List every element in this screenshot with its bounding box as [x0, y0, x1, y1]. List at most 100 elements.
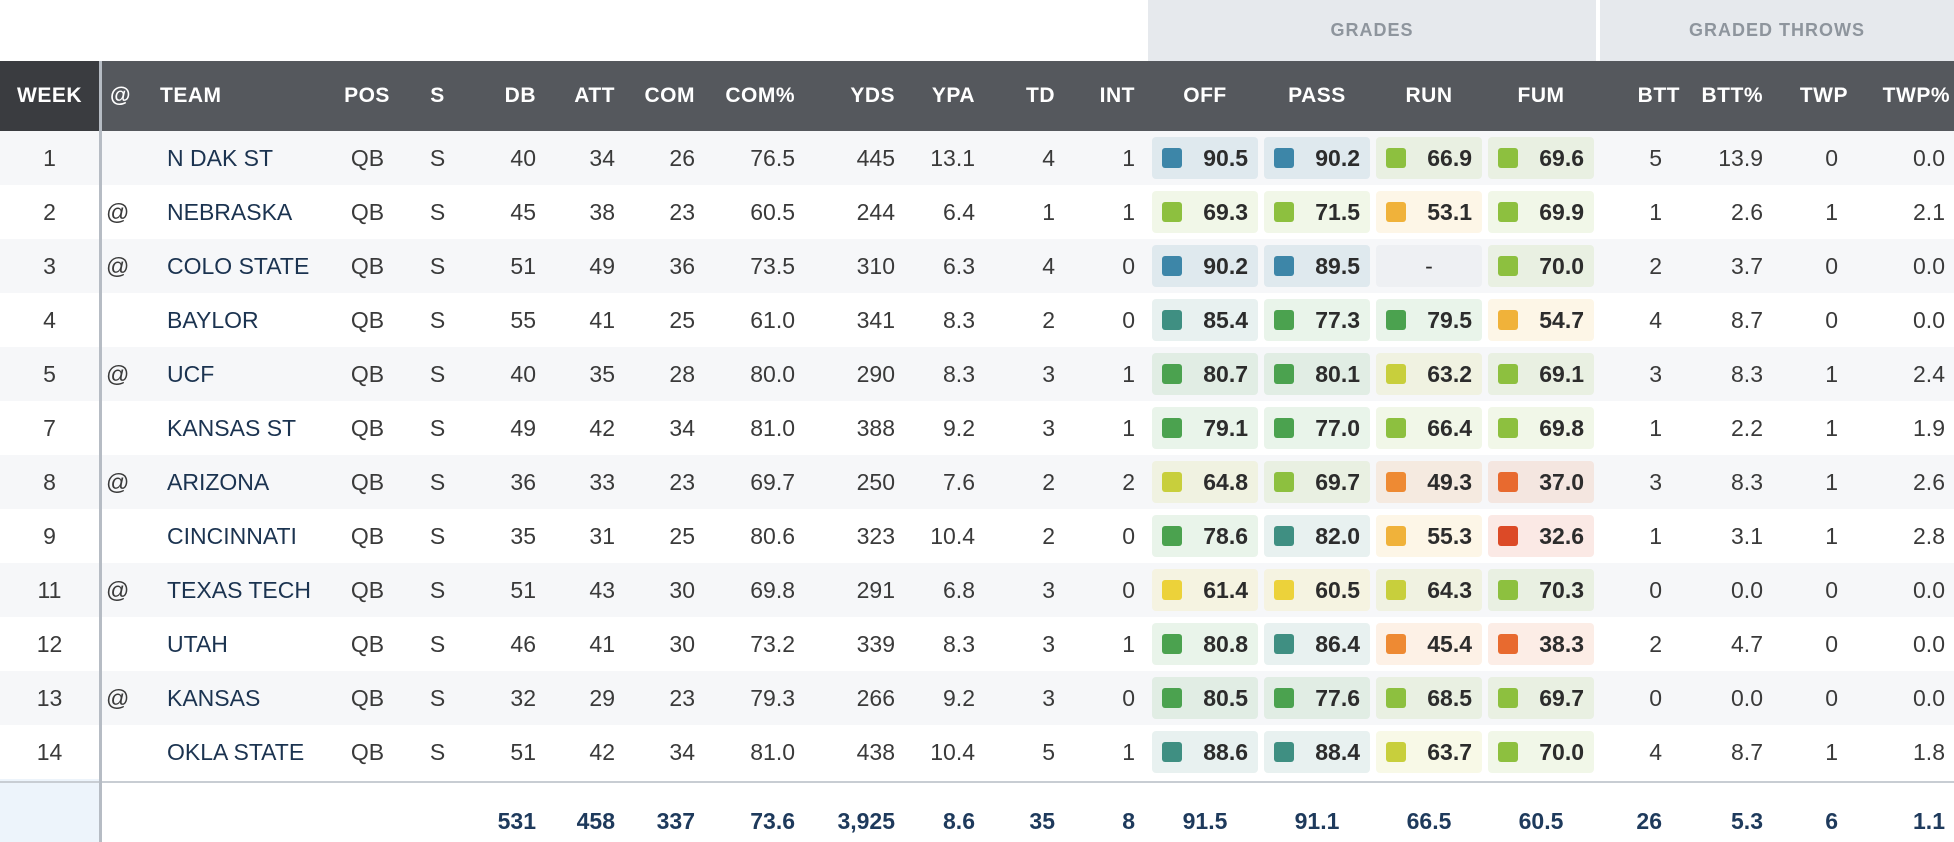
table-row[interactable]: 1 N DAK ST QB S 40 34 26 76.5 445 13.1 4 1 90.5 90.2 6… — [0, 131, 1954, 185]
column-header-at[interactable]: @ — [110, 84, 131, 107]
team-link[interactable]: TEXAS TECH — [167, 577, 311, 603]
table-row[interactable]: 4 BAYLOR QB S 55 41 25 61.0 341 8.3 2 0 85.4 77.3 79.5… — [0, 293, 1954, 347]
off-grade-cell: 85.4 — [1152, 299, 1258, 341]
com-pct-cell: 76.5 — [750, 145, 795, 171]
column-header-btt-pct[interactable]: BTT% — [1701, 84, 1763, 107]
column-header-btt[interactable]: BTT — [1637, 84, 1680, 107]
team-link[interactable]: COLO STATE — [167, 253, 310, 279]
column-header-pass[interactable]: PASS — [1288, 84, 1346, 107]
grade-color-swatch — [1498, 742, 1518, 762]
column-header-bar — [0, 61, 1954, 131]
team-link[interactable]: NEBRASKA — [167, 199, 293, 225]
ypa-cell: 8.3 — [943, 361, 975, 387]
yds-cell: 266 — [856, 685, 895, 711]
table-row[interactable]: 14 OKLA STATE QB S 51 42 34 81.0 438 10.4 5 1 88.6 88… — [0, 725, 1954, 779]
table-row[interactable]: 13 @ KANSAS QB S 32 29 23 79.3 266 9.2 3 0 80.5 77.6 68… — [0, 671, 1954, 725]
column-header-com[interactable]: COM — [644, 84, 695, 107]
att-cell: 31 — [589, 523, 615, 549]
grade-color-swatch — [1498, 202, 1518, 222]
column-header-pos[interactable]: POS — [344, 84, 390, 107]
team-link[interactable]: OKLA STATE — [167, 739, 305, 765]
grade-color-swatch — [1162, 526, 1182, 546]
team-link[interactable]: CINCINNATI — [167, 523, 297, 549]
team-link[interactable]: BAYLOR — [167, 307, 259, 333]
team-link[interactable]: KANSAS — [167, 685, 261, 711]
team-link[interactable]: UCF — [167, 361, 215, 387]
com-cell: 30 — [669, 631, 695, 657]
ypa-cell: 10.4 — [930, 739, 975, 765]
team-link[interactable]: UTAH — [167, 631, 228, 657]
twp-pct-cell: 0.0 — [1913, 253, 1945, 279]
int-cell: 1 — [1122, 145, 1135, 171]
column-header-team[interactable]: TEAM — [160, 84, 222, 107]
table-row[interactable]: 5 @ UCF QB S 40 35 28 80.0 290 8.3 3 1 80.7 80.1 63.2 69… — [0, 347, 1954, 401]
td-cell: 1 — [1042, 199, 1055, 225]
column-header-s[interactable]: S — [430, 84, 445, 107]
s-cell: S — [429, 523, 446, 549]
td-cell: 2 — [1042, 307, 1055, 333]
off-grade-value: 85.4 — [1203, 307, 1248, 333]
column-header-att[interactable]: ATT — [574, 84, 615, 107]
pos-cell: QB — [350, 361, 385, 387]
off-grade-cell: 80.7 — [1152, 353, 1258, 395]
column-header-run[interactable]: RUN — [1405, 84, 1453, 107]
pos-cell: QB — [350, 577, 385, 603]
table-row[interactable]: 3 @ COLO STATE QB S 51 49 36 73.5 310 6.3 4 0 90.2 89.… — [0, 239, 1954, 293]
total-twp-pct: 1.1 — [1913, 808, 1945, 834]
off-grade-value: 78.6 — [1203, 523, 1248, 549]
ypa-cell: 9.2 — [943, 415, 975, 441]
column-header-com-pct[interactable]: COM% — [725, 84, 795, 107]
fum-grade-value: 69.6 — [1539, 145, 1584, 171]
twp-cell: 0 — [1825, 577, 1838, 603]
team-link[interactable]: ARIZONA — [167, 469, 270, 495]
grade-color-swatch — [1498, 256, 1518, 276]
column-header-off[interactable]: OFF — [1183, 84, 1227, 107]
grade-color-swatch — [1386, 526, 1406, 546]
column-header-twp-pct[interactable]: TWP% — [1882, 84, 1950, 107]
btt-cell: 3 — [1649, 361, 1662, 387]
at-cell: @ — [106, 469, 130, 495]
table-row[interactable]: 12 UTAH QB S 46 41 30 73.2 339 8.3 3 1 80.8 86.4 45.4 3… — [0, 617, 1954, 671]
twp-pct-cell: 2.4 — [1913, 361, 1945, 387]
pass-grade-value: 69.7 — [1315, 469, 1360, 495]
com-cell: 25 — [669, 307, 695, 333]
db-cell: 55 — [510, 307, 536, 333]
att-cell: 41 — [589, 631, 615, 657]
run-grade-cell: 66.9 — [1376, 137, 1482, 179]
twp-pct-cell: 0.0 — [1913, 631, 1945, 657]
com-cell: 23 — [669, 685, 695, 711]
off-grade-cell: 90.5 — [1152, 137, 1258, 179]
table-row[interactable]: 9 CINCINNATI QB S 35 31 25 80.6 323 10.4 2 0 78.6 82.… — [0, 509, 1954, 563]
twp-pct-cell: 0.0 — [1913, 685, 1945, 711]
column-header-int[interactable]: INT — [1099, 84, 1135, 107]
grade-color-swatch — [1386, 580, 1406, 600]
table-row[interactable]: 8 @ ARIZONA QB S 36 33 23 69.7 250 7.6 2 2 64.8 69.7 49… — [0, 455, 1954, 509]
total-db: 531 — [497, 808, 536, 834]
pass-grade-value: 90.2 — [1315, 145, 1360, 171]
pos-cell: QB — [350, 415, 385, 441]
grade-color-swatch — [1274, 256, 1294, 276]
column-header-td[interactable]: TD — [1026, 84, 1055, 107]
column-header-db[interactable]: DB — [504, 84, 536, 107]
int-cell: 2 — [1122, 469, 1135, 495]
table-row[interactable]: 7 KANSAS ST QB S 49 42 34 81.0 388 9.2 3 1 79.1 77.0 6… — [0, 401, 1954, 455]
table-row[interactable]: 2 @ NEBRASKA QB S 45 38 23 60.5 244 6.4 1 1 69.3 71.5 5… — [0, 185, 1954, 239]
team-link[interactable]: KANSAS ST — [167, 415, 297, 441]
td-cell: 4 — [1042, 145, 1055, 171]
s-cell: S — [429, 253, 446, 279]
column-header-yds[interactable]: YDS — [850, 84, 895, 107]
team-link[interactable]: N DAK ST — [167, 145, 274, 171]
table-row[interactable]: 11 @ TEXAS TECH QB S 51 43 30 69.8 291 6.8 3 0 61.4 60… — [0, 563, 1954, 617]
btt-pct-cell: 8.7 — [1731, 307, 1763, 333]
column-header-week[interactable]: WEEK — [17, 84, 82, 107]
run-grade-cell: 79.5 — [1376, 299, 1482, 341]
column-header-twp[interactable]: TWP — [1799, 84, 1848, 107]
run-grade-cell: 53.1 — [1376, 191, 1482, 233]
column-header-fum[interactable]: FUM — [1517, 84, 1565, 107]
int-cell: 0 — [1122, 577, 1135, 603]
btt-cell: 3 — [1649, 469, 1662, 495]
com-pct-cell: 61.0 — [750, 307, 795, 333]
btt-cell: 1 — [1649, 523, 1662, 549]
column-header-ypa[interactable]: YPA — [931, 84, 975, 107]
twp-pct-cell: 1.9 — [1913, 415, 1945, 441]
